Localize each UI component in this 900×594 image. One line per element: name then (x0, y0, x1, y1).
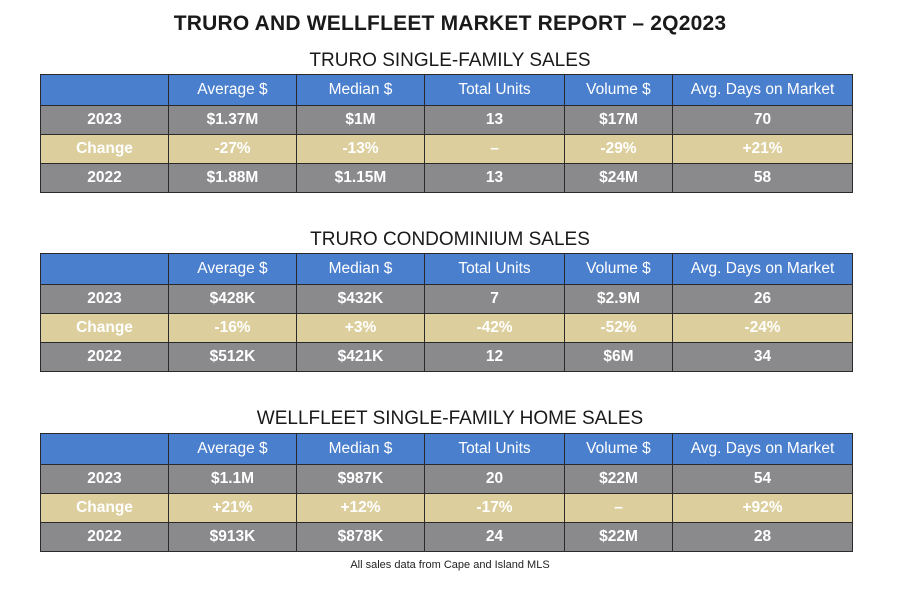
cell-days-on-market: 28 (672, 522, 853, 552)
table-truro-single-family: Average $ Median $ Total Units Volume $ … (40, 74, 853, 193)
cell-days-on-market: 70 (672, 105, 853, 135)
cell-total-units: -42% (424, 313, 565, 343)
column-header-average: Average $ (168, 253, 297, 285)
cell-volume: $17M (564, 105, 673, 135)
column-header-median: Median $ (296, 253, 425, 285)
cell-average: $428K (168, 284, 297, 314)
cell-total-units: 24 (424, 522, 565, 552)
column-header-days-on-market: Avg. Days on Market (672, 433, 853, 465)
cell-volume: $2.9M (564, 284, 673, 314)
table-row-2022: 2022 $913K $878K 24 $22M 28 (40, 522, 853, 552)
column-header-median: Median $ (296, 433, 425, 465)
row-label: 2023 (40, 284, 169, 314)
column-header-volume: Volume $ (564, 253, 673, 285)
cell-days-on-market: +92% (672, 493, 853, 523)
column-header-total-units: Total Units (424, 253, 565, 285)
table-row-2023: 2023 $428K $432K 7 $2.9M 26 (40, 284, 853, 314)
column-header-total-units: Total Units (424, 74, 565, 106)
column-header-volume: Volume $ (564, 433, 673, 465)
section-title-truro-single-family: TRURO SINGLE-FAMILY SALES (309, 50, 591, 71)
cell-median: -13% (296, 134, 425, 164)
row-label: Change (40, 313, 169, 343)
cell-total-units: 7 (424, 284, 565, 314)
cell-median: +12% (296, 493, 425, 523)
column-header-volume: Volume $ (564, 74, 673, 106)
cell-volume: $6M (564, 342, 673, 372)
table-header-row: Average $ Median $ Total Units Volume $ … (40, 253, 853, 285)
cell-total-units: 20 (424, 464, 565, 494)
cell-days-on-market: -24% (672, 313, 853, 343)
table-row-2023: 2023 $1.37M $1M 13 $17M 70 (40, 105, 853, 135)
cell-days-on-market: 58 (672, 163, 853, 193)
table-row-2022: 2022 $1.88M $1.15M 13 $24M 58 (40, 163, 853, 193)
cell-volume: $22M (564, 522, 673, 552)
column-header-empty (40, 433, 169, 465)
row-label: 2022 (40, 522, 169, 552)
footnote: All sales data from Cape and Island MLS (350, 559, 550, 571)
section-title-truro-condominium: TRURO CONDOMINIUM SALES (310, 229, 590, 250)
cell-volume: -52% (564, 313, 673, 343)
cell-average: -16% (168, 313, 297, 343)
report-title: TRURO AND WELLFLEET MARKET REPORT – 2Q20… (173, 12, 727, 35)
cell-days-on-market: +21% (672, 134, 853, 164)
section-title-wellfleet-single-family: WELLFLEET SINGLE-FAMILY HOME SALES (256, 408, 644, 429)
cell-volume: $24M (564, 163, 673, 193)
cell-median: +3% (296, 313, 425, 343)
cell-average: $1.1M (168, 464, 297, 494)
table-row-change: Change -27% -13% – -29% +21% (40, 134, 853, 164)
cell-median: $421K (296, 342, 425, 372)
cell-volume: -29% (564, 134, 673, 164)
cell-total-units: 13 (424, 105, 565, 135)
row-label: 2023 (40, 464, 169, 494)
column-header-average: Average $ (168, 433, 297, 465)
table-wellfleet-single-family: Average $ Median $ Total Units Volume $ … (40, 433, 853, 552)
row-label: 2022 (40, 342, 169, 372)
column-header-average: Average $ (168, 74, 297, 106)
cell-median: $1M (296, 105, 425, 135)
cell-total-units: 12 (424, 342, 565, 372)
cell-days-on-market: 54 (672, 464, 853, 494)
cell-days-on-market: 34 (672, 342, 853, 372)
cell-average: $1.88M (168, 163, 297, 193)
cell-average: -27% (168, 134, 297, 164)
row-label: Change (40, 493, 169, 523)
cell-volume: $22M (564, 464, 673, 494)
cell-total-units: 13 (424, 163, 565, 193)
column-header-empty (40, 74, 169, 106)
cell-average: $1.37M (168, 105, 297, 135)
table-row-2022: 2022 $512K $421K 12 $6M 34 (40, 342, 853, 372)
cell-total-units: -17% (424, 493, 565, 523)
cell-total-units: – (424, 134, 565, 164)
cell-median: $987K (296, 464, 425, 494)
row-label: Change (40, 134, 169, 164)
cell-median: $878K (296, 522, 425, 552)
table-header-row: Average $ Median $ Total Units Volume $ … (40, 74, 853, 106)
cell-median: $432K (296, 284, 425, 314)
table-row-2023: 2023 $1.1M $987K 20 $22M 54 (40, 464, 853, 494)
table-row-change: Change -16% +3% -42% -52% -24% (40, 313, 853, 343)
column-header-total-units: Total Units (424, 433, 565, 465)
column-header-days-on-market: Avg. Days on Market (672, 74, 853, 106)
cell-median: $1.15M (296, 163, 425, 193)
row-label: 2022 (40, 163, 169, 193)
cell-average: $512K (168, 342, 297, 372)
table-header-row: Average $ Median $ Total Units Volume $ … (40, 433, 853, 465)
column-header-empty (40, 253, 169, 285)
cell-days-on-market: 26 (672, 284, 853, 314)
cell-average: +21% (168, 493, 297, 523)
table-truro-condominium: Average $ Median $ Total Units Volume $ … (40, 253, 853, 372)
table-row-change: Change +21% +12% -17% – +92% (40, 493, 853, 523)
row-label: 2023 (40, 105, 169, 135)
column-header-days-on-market: Avg. Days on Market (672, 253, 853, 285)
column-header-median: Median $ (296, 74, 425, 106)
cell-volume: – (564, 493, 673, 523)
cell-average: $913K (168, 522, 297, 552)
